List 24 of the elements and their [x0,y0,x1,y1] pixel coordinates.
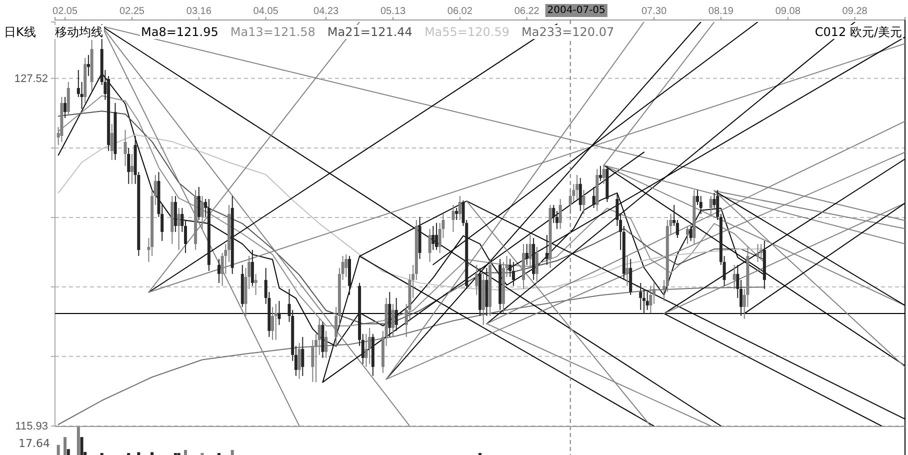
x-tick-label: 05.13 [380,6,406,17]
text: Ma21=121.44 [327,25,412,39]
text: Ma233=120.07 [521,25,614,39]
y-tick-label: 115.93 [15,420,48,433]
x-tick-label: 09.08 [775,6,801,17]
legend-title: 移动均线 [55,25,103,39]
text: 17.64 [18,437,50,450]
x-tick-label: 02.25 [119,6,145,17]
chart-title: C012 欧元/美元 [814,25,902,39]
text: Ma8=121.95 [141,25,218,39]
x-tick-label: 06.22 [514,6,540,17]
chart-subtitle: 日K线 [4,25,36,39]
x-tick-label: 07.30 [642,6,667,17]
x-tick-label: 02.05 [52,6,78,17]
x-tick-label: 04.05 [253,6,279,17]
x-tick-label: 08.19 [708,6,734,17]
text: Ma55=120.59 [424,25,510,39]
text: Ma13=121.58 [230,25,316,39]
x-tick-label: 06.02 [447,6,473,17]
x-tick-label: 04.23 [314,6,340,17]
ref-line-label: 2004-07-05 [547,5,606,16]
x-tick-label: 09.28 [842,6,868,17]
y-tick-label: 127.52 [14,72,48,85]
x-tick-label: 03.16 [186,6,212,17]
